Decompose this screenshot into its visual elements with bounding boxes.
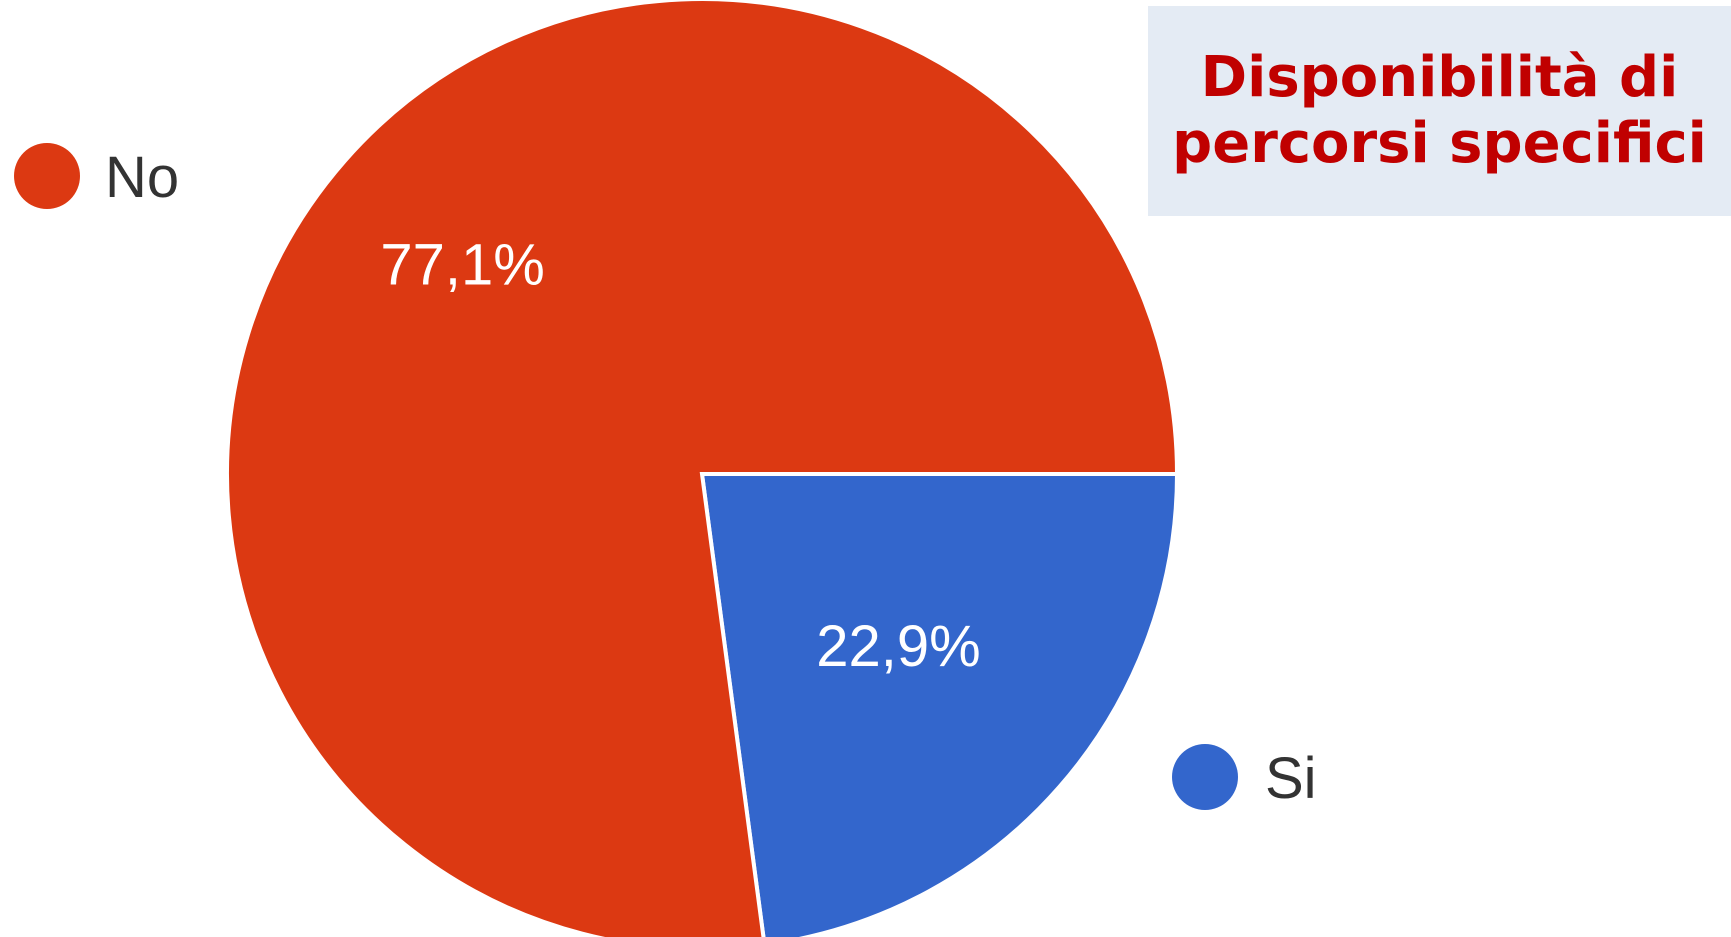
legend-marker-si bbox=[1172, 744, 1238, 810]
pie-slice-si bbox=[699, 472, 1180, 937]
pie-slice-labels: 22,9% 77,1% bbox=[380, 232, 980, 679]
legend-item-si: Si bbox=[1172, 744, 1317, 811]
chart-title-box: Disponibilità di percorsi specifici bbox=[1148, 6, 1731, 216]
legend-label-no: No bbox=[105, 145, 179, 210]
pie-slice-no bbox=[225, 0, 1180, 937]
legend-marker-no bbox=[14, 143, 80, 209]
slice-label-no: 77,1% bbox=[380, 232, 544, 297]
slice-label-si: 22,9% bbox=[816, 614, 980, 679]
pie-slices bbox=[225, 0, 1180, 937]
chart-title: Disponibilità di percorsi specifici bbox=[1172, 44, 1707, 176]
legend-item-no: No bbox=[14, 143, 179, 210]
legend-label-si: Si bbox=[1265, 746, 1317, 811]
